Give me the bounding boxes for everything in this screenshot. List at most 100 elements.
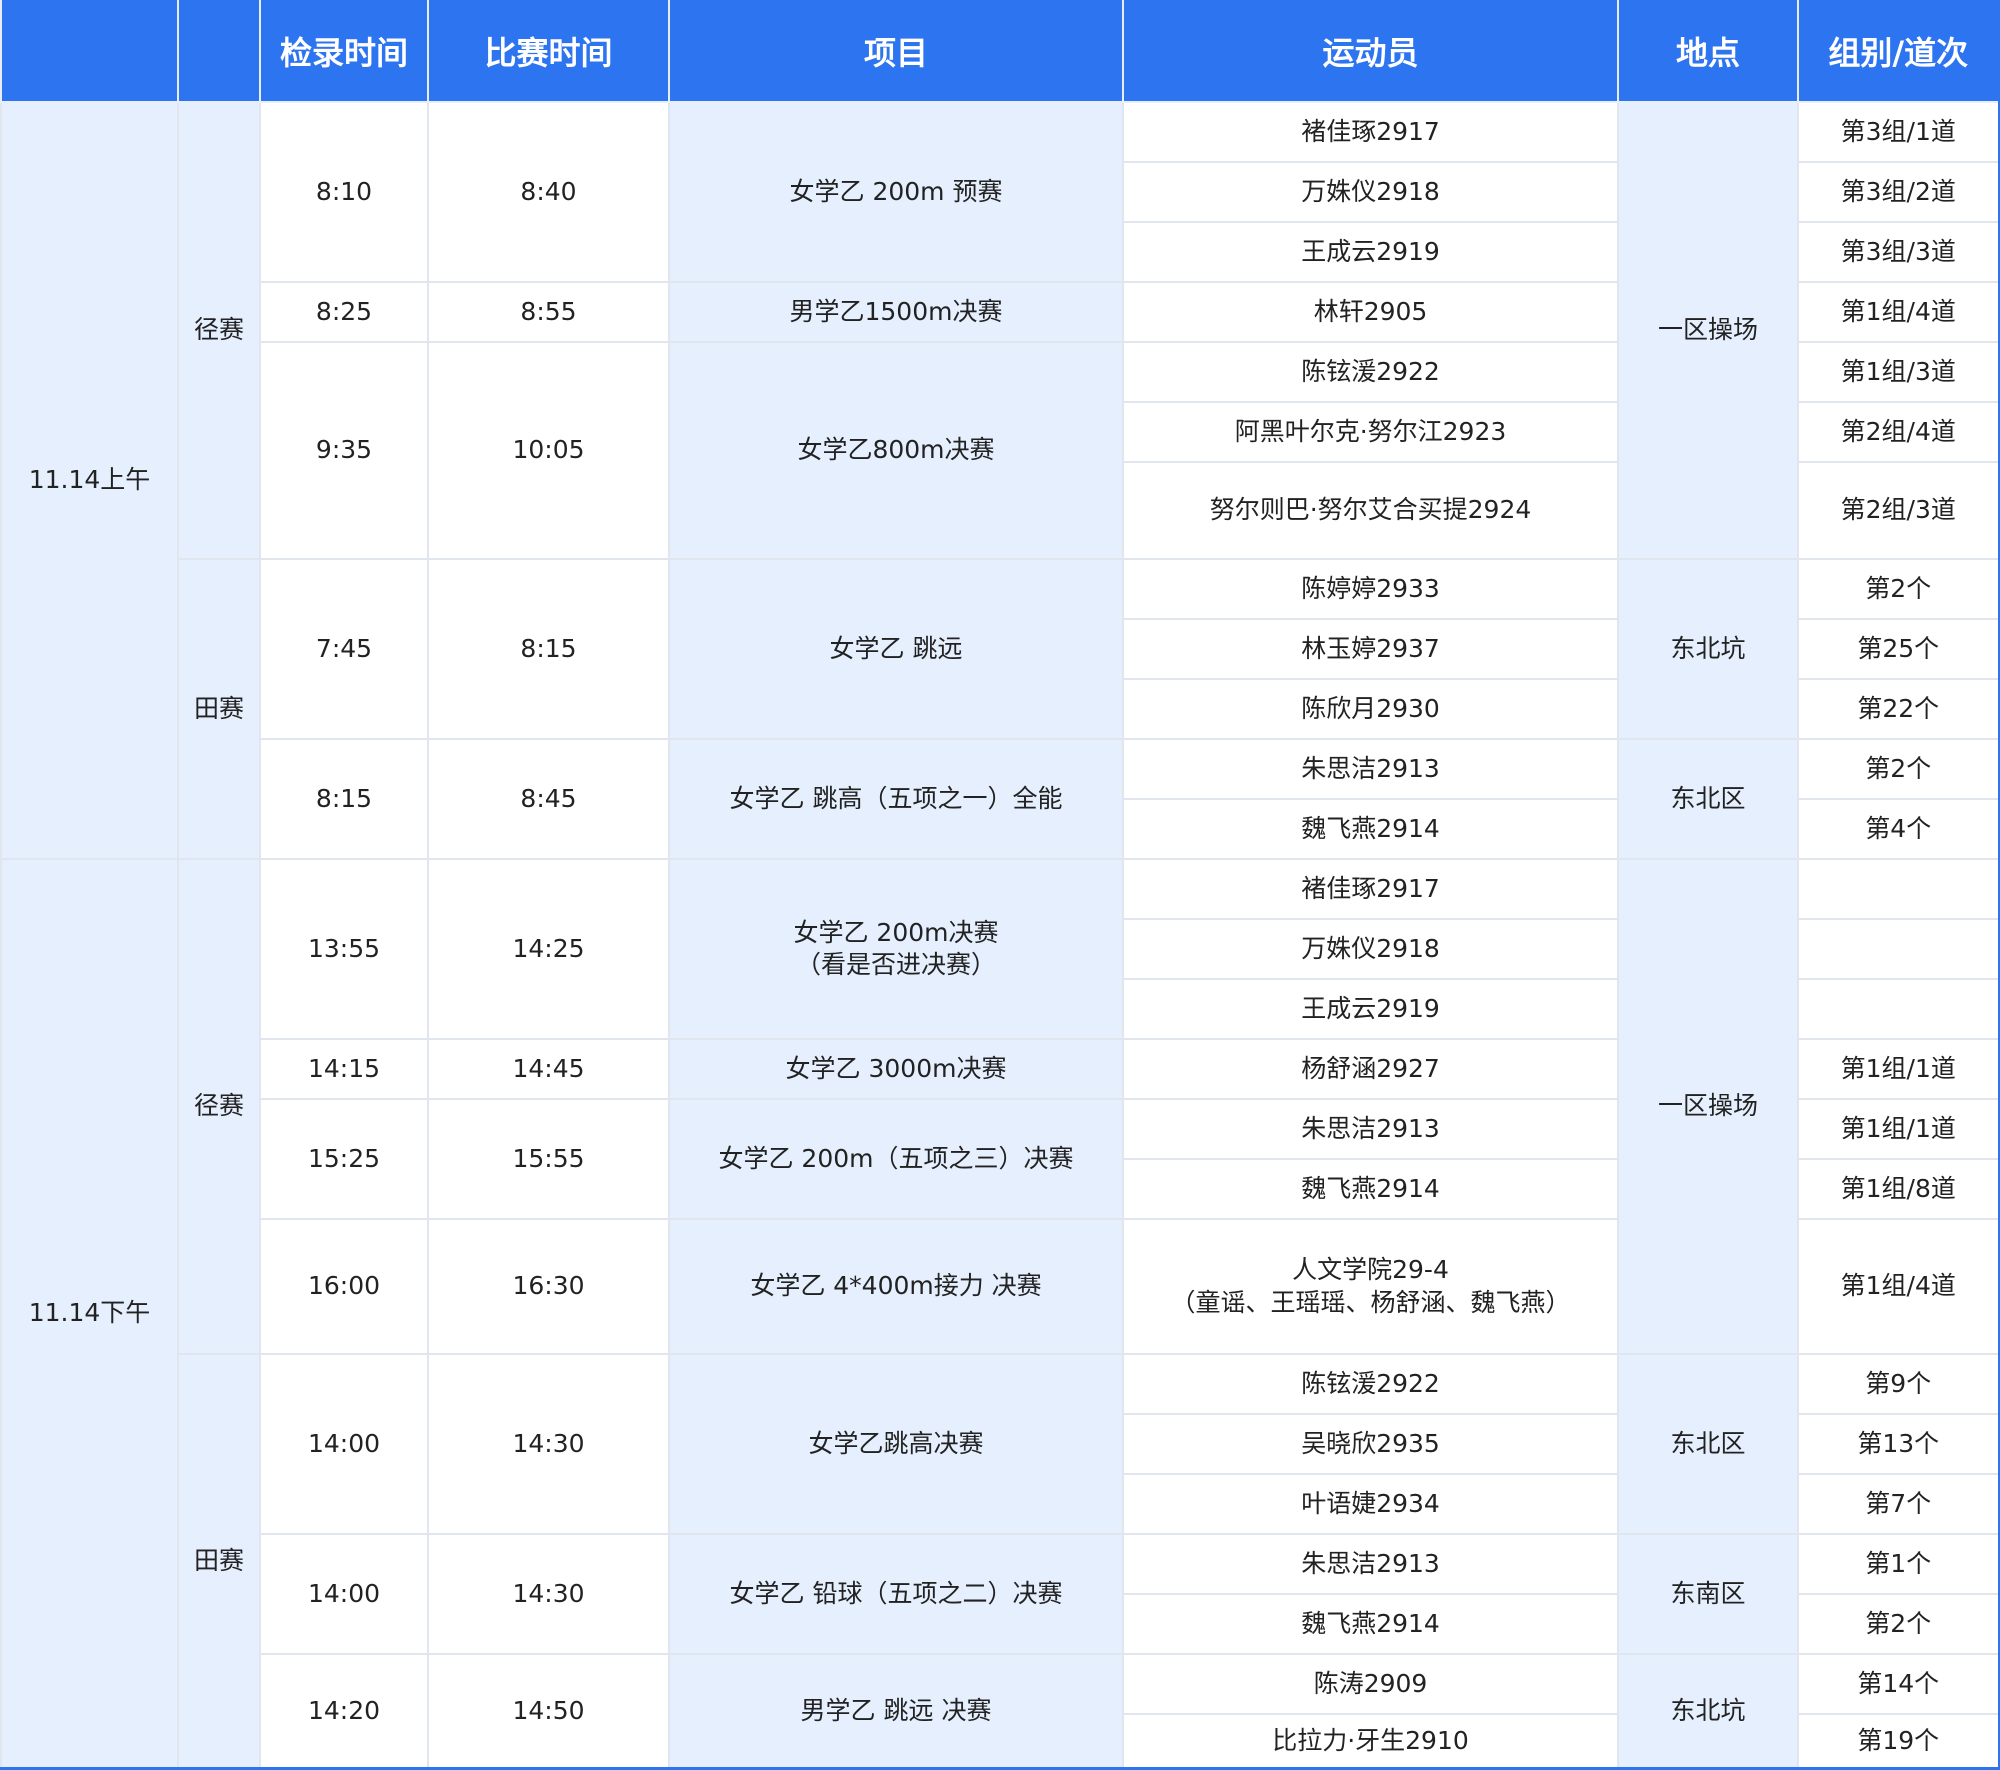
table-row: 比拉力·牙生2910 第19个 [1, 1713, 2000, 1769]
group-lane-cell: 第3组/1道 [1797, 101, 2000, 163]
table-row: 万姝仪2918 [1, 918, 2000, 980]
event-name-cell: 女学乙 200m 预赛 [668, 101, 1124, 283]
group-lane-header: 组别/道次 [1797, 0, 2000, 103]
athlete-cell: 万姝仪2918 [1122, 918, 1619, 980]
athlete-cell: 万姝仪2918 [1122, 161, 1619, 223]
group-lane-cell: 第25个 [1797, 618, 2000, 680]
event-name-cell: 女学乙 200m决赛 （看是否进决赛） [668, 858, 1124, 1040]
athlete-cell: 杨舒涵2927 [1122, 1038, 1619, 1100]
athlete-cell-line: 努尔则巴·努尔艾合买提2924 [1209, 495, 1532, 525]
venue-cell: 东南区 [1617, 1533, 1799, 1655]
athlete-cell: 陈铉湲2922 [1122, 1353, 1619, 1415]
athlete-cell: 吴晓欣2935 [1122, 1413, 1619, 1475]
table-row: 叶语婕2934 第7个 [1, 1473, 2000, 1535]
athlete-cell: 褚佳琢2917 [1122, 858, 1619, 920]
athlete-cell-line: 人文学院29-4 [1292, 1255, 1449, 1284]
athlete-cell: 魏飞燕2914 [1122, 798, 1619, 860]
table-row: 吴晓欣2935 第13个 [1, 1413, 2000, 1475]
table-row: 11.14上午 径赛 8:10 8:40 女学乙 200m 预赛 褚佳琢2917 一区操场第… [0, 101, 2000, 860]
event-name-cell-line: 女学乙 200m决赛 [793, 917, 999, 947]
athlete-cell-line: 王成云2919 [1301, 236, 1440, 266]
checkin-time-cell: 8:10 [259, 101, 429, 283]
athlete-cell-line: 王成云2919 [1301, 993, 1440, 1023]
checkin-time-cell: 15:25 [259, 1098, 429, 1220]
venue-cell: 东北区 [1617, 738, 1799, 860]
checkin-time-cell: 8:25 [259, 281, 429, 343]
start-time-cell: 14:25 [427, 858, 670, 1040]
table-row: 14:20 14:50 男学乙 跳远 决赛 陈涛2909 东北坑 第14个 [1, 1653, 2000, 1769]
start-time-cell: 15:55 [427, 1098, 670, 1220]
table-row: 陈欣月2930 第22个 [1, 678, 2000, 740]
table-row: 田赛 14:00 14:30 女学乙跳高决赛 陈铉湲2922 东北区 第9个 [1, 1353, 2000, 1769]
event-name-cell: 女学乙 4*400m接力 决赛 [668, 1218, 1124, 1355]
event-name-cell-line: 女学乙 200m（五项之三）决赛 [718, 1143, 1074, 1173]
event-name-cell: 男学乙 跳远 决赛 [668, 1653, 1124, 1769]
venue-cell: 东北坑 [1617, 558, 1799, 740]
event-name-cell-line: 女学乙 3000m决赛 [785, 1053, 1007, 1083]
table-row: 林玉婷2937 第25个 [1, 618, 2000, 680]
checkin-time-cell: 7:45 [259, 558, 429, 740]
athlete-cell-line: 褚佳琢2917 [1301, 873, 1440, 903]
athlete-cell-line: 魏飞燕2914 [1301, 1173, 1440, 1203]
athlete-cell-line: 叶语婕2934 [1301, 1488, 1440, 1518]
event-name-cell-line: 女学乙 4*400m接力 决赛 [750, 1271, 1042, 1301]
checkin-time-header: 检录时间 [259, 0, 429, 103]
event-name-cell: 女学乙跳高决赛 [668, 1353, 1124, 1535]
athlete-cell-line: 朱思洁2913 [1301, 1113, 1440, 1143]
athlete-cell-line: 比拉力·牙生2910 [1272, 1725, 1469, 1755]
athlete-cell: 褚佳琢2917 [1122, 101, 1619, 163]
athlete-cell: 朱思洁2913 [1122, 1098, 1619, 1160]
group-lane-cell: 第3组/3道 [1797, 221, 2000, 283]
event-name-cell: 男学乙1500m决赛 [668, 281, 1124, 343]
table-row: 8:15 8:45 女学乙 跳高（五项之一）全能 朱思洁2913 东北区 第2个 [1, 738, 2000, 860]
start-time-cell: 14:30 [427, 1533, 670, 1655]
athlete-cell-line: 魏飞燕2914 [1301, 813, 1440, 843]
event-name-cell-line: 女学乙跳高决赛 [808, 1428, 984, 1458]
category-cell: 径赛 [177, 101, 261, 560]
event-name-cell: 女学乙 跳远 [668, 558, 1124, 740]
athlete-cell: 陈涛2909 [1122, 1653, 1619, 1715]
table-row: 魏飞燕2914 第1组/8道 [1, 1158, 2000, 1220]
venue-header: 地点 [1617, 0, 1799, 103]
group-lane-cell: 第1组/4道 [1797, 1218, 2000, 1355]
event-name-cell-line: 女学乙 跳高（五项之一）全能 [729, 783, 1063, 813]
event-name-cell-line: 女学乙 铅球（五项之二）决赛 [729, 1578, 1063, 1608]
group-lane-cell: 第1组/4道 [1797, 281, 2000, 343]
athlete-cell-line: 陈涛2909 [1313, 1668, 1428, 1698]
group-lane-cell [1797, 858, 2000, 920]
athlete-cell-line: 陈婷婷2933 [1301, 573, 1440, 603]
group-lane-cell: 第1组/3道 [1797, 341, 2000, 403]
group-lane-cell: 第4个 [1797, 798, 2000, 860]
group-lane-cell [1797, 978, 2000, 1040]
athlete-cell: 陈铉湲2922 [1122, 341, 1619, 403]
table-row: 11.14下午 径赛 13:55 14:25 女学乙 200m决赛 （看是否进决赛） 褚佳琢… [0, 858, 2000, 1769]
athlete-cell-line: （童谣、王瑶瑶、杨舒涵、魏飞燕） [1170, 1287, 1571, 1317]
athlete-cell-line: 陈铉湲2922 [1301, 356, 1440, 386]
group-lane-cell: 第7个 [1797, 1473, 2000, 1535]
checkin-time-cell: 9:35 [259, 341, 429, 560]
group-lane-cell: 第13个 [1797, 1413, 2000, 1475]
category-header [177, 0, 261, 103]
group-lane-cell: 第14个 [1797, 1653, 2000, 1715]
event-name-cell: 女学乙 跳高（五项之一）全能 [668, 738, 1124, 860]
athlete-cell-line: 朱思洁2913 [1301, 1548, 1440, 1578]
athlete-cell-line: 朱思洁2913 [1301, 753, 1440, 783]
checkin-time-cell: 13:55 [259, 858, 429, 1040]
athlete-cell: 陈婷婷2933 [1122, 558, 1619, 620]
start-time-header: 比赛时间 [427, 0, 670, 103]
category-cell: 田赛 [177, 558, 261, 860]
athlete-cell: 叶语婕2934 [1122, 1473, 1619, 1535]
athlete-cell-line: 林轩2905 [1313, 296, 1428, 326]
group-lane-cell: 第19个 [1797, 1713, 2000, 1769]
table-row: 14:15 14:45 女学乙 3000m决赛 杨舒涵2927 第1组/1道 [1, 1038, 2000, 1100]
event-name-cell-line: 男学乙1500m决赛 [789, 296, 1003, 326]
athlete-cell-line: 杨舒涵2927 [1301, 1053, 1440, 1083]
athlete-cell: 王成云2919 [1122, 978, 1619, 1040]
athlete-cell: 朱思洁2913 [1122, 738, 1619, 800]
group-lane-cell: 第2个 [1797, 1593, 2000, 1655]
venue-cell: 东北区 [1617, 1353, 1799, 1535]
group-lane-cell: 第1组/1道 [1797, 1098, 2000, 1160]
category-cell: 径赛 [177, 858, 261, 1355]
athlete-cell-line: 陈欣月2930 [1301, 693, 1440, 723]
